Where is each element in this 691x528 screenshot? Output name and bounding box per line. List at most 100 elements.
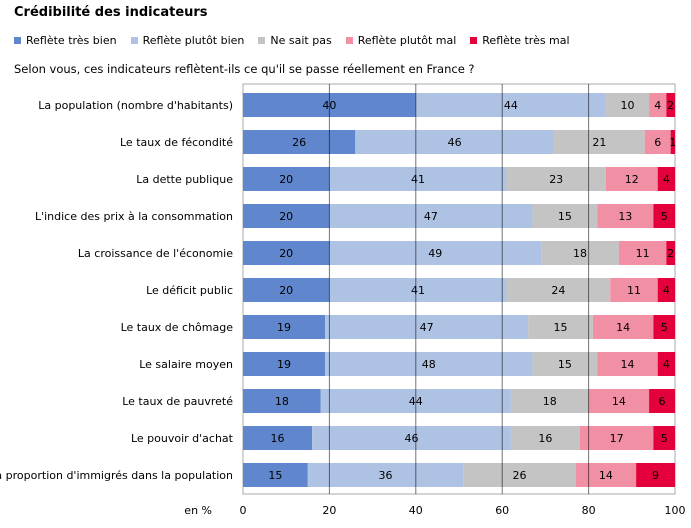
x-axis-label: en % bbox=[184, 504, 212, 517]
bar-segment bbox=[666, 241, 675, 265]
legend-label: Reflète plutôt mal bbox=[357, 34, 457, 47]
legend-item: Reflète plutôt mal bbox=[345, 34, 457, 47]
bar-segment bbox=[657, 352, 675, 376]
data-label: 13 bbox=[618, 210, 632, 223]
bar-segment bbox=[653, 315, 675, 339]
data-label: 21 bbox=[592, 136, 606, 149]
legend-label: Reflète plutôt bien bbox=[142, 34, 245, 47]
data-label: 15 bbox=[268, 469, 282, 482]
bar-segment bbox=[657, 278, 675, 302]
bar-segment bbox=[618, 241, 667, 265]
data-label: 46 bbox=[448, 136, 462, 149]
data-label: 17 bbox=[610, 432, 624, 445]
x-tick-label: 0 bbox=[240, 504, 247, 517]
bar-segment bbox=[243, 130, 356, 154]
data-label: 19 bbox=[277, 358, 291, 371]
data-label: 20 bbox=[279, 247, 293, 260]
bar-segment bbox=[532, 204, 598, 228]
data-label: 41 bbox=[411, 284, 425, 297]
data-label: 9 bbox=[652, 469, 659, 482]
data-label: 47 bbox=[424, 210, 438, 223]
bar-segment bbox=[243, 463, 308, 487]
legend-swatch bbox=[258, 37, 266, 44]
bar-segment bbox=[657, 167, 675, 191]
data-label: 4 bbox=[663, 173, 670, 186]
data-label: 24 bbox=[551, 284, 565, 297]
data-label: 10 bbox=[620, 99, 634, 112]
data-label: 5 bbox=[661, 432, 668, 445]
bar-segment bbox=[575, 463, 637, 487]
legend-swatch bbox=[14, 37, 21, 44]
bar-segment bbox=[243, 278, 330, 302]
data-label: 48 bbox=[422, 358, 436, 371]
legend-swatch bbox=[470, 37, 478, 44]
data-label: 4 bbox=[654, 99, 661, 112]
data-label: 11 bbox=[627, 284, 641, 297]
category-label: Le salaire moyen bbox=[139, 358, 233, 371]
x-tick-label: 60 bbox=[495, 504, 509, 517]
bar-segment bbox=[510, 426, 580, 450]
legend-swatch bbox=[130, 37, 138, 44]
chart-title: Crédibilité des indicateurs bbox=[14, 5, 208, 20]
bar-segment bbox=[670, 130, 675, 154]
legend-label: Reflète très bien bbox=[26, 34, 117, 47]
legend-label: Reflète très mal bbox=[482, 34, 570, 47]
legend-item: Reflète plutôt bien bbox=[130, 34, 245, 47]
data-label: 4 bbox=[663, 284, 670, 297]
bar-segment bbox=[329, 167, 507, 191]
bar-segment bbox=[329, 278, 507, 302]
category-label: Le taux de chômage bbox=[121, 321, 234, 334]
bar-segment bbox=[649, 93, 667, 117]
data-label: 6 bbox=[654, 136, 661, 149]
category-label: La population (nombre d'habitants) bbox=[38, 99, 233, 112]
category-label: La dette publique bbox=[136, 173, 233, 186]
data-label: 19 bbox=[277, 321, 291, 334]
category-label: Le pouvoir d'achat bbox=[131, 432, 234, 445]
bar-segment bbox=[415, 93, 606, 117]
bar-segment bbox=[610, 278, 658, 302]
bar-segment bbox=[592, 315, 654, 339]
legend: Reflète très bien Reflète plutôt bien Ne s… bbox=[14, 34, 584, 47]
data-label: 16 bbox=[538, 432, 552, 445]
bar-segment bbox=[243, 241, 330, 265]
bar-segment bbox=[307, 463, 464, 487]
bar-segment bbox=[554, 130, 645, 154]
legend-label: Ne sait pas bbox=[270, 34, 332, 47]
bar-segment bbox=[579, 426, 654, 450]
data-label: 18 bbox=[543, 395, 557, 408]
legend-swatch bbox=[345, 37, 353, 44]
data-label: 15 bbox=[554, 321, 568, 334]
bar-segment bbox=[588, 389, 650, 413]
data-label: 26 bbox=[512, 469, 526, 482]
data-label: 49 bbox=[428, 247, 442, 260]
data-label: 14 bbox=[599, 469, 613, 482]
data-label: 23 bbox=[549, 173, 563, 186]
data-label: 16 bbox=[271, 432, 285, 445]
data-label: 14 bbox=[612, 395, 626, 408]
x-tick-label: 20 bbox=[322, 504, 336, 517]
data-label: 20 bbox=[279, 173, 293, 186]
data-label: 15 bbox=[558, 358, 572, 371]
data-label: 20 bbox=[279, 210, 293, 223]
data-label: 26 bbox=[292, 136, 306, 149]
bar-segment bbox=[605, 167, 658, 191]
legend-item: Ne sait pas bbox=[258, 34, 332, 47]
bar-segment bbox=[243, 315, 326, 339]
data-label: 5 bbox=[661, 210, 668, 223]
category-label: L'indice des prix à la consommation bbox=[35, 210, 233, 223]
data-label: 5 bbox=[661, 321, 668, 334]
bar-segment bbox=[243, 204, 330, 228]
category-label: Le taux de fécondité bbox=[120, 136, 233, 149]
x-tick-label: 100 bbox=[665, 504, 686, 517]
data-label: 36 bbox=[379, 469, 393, 482]
bar-segment bbox=[597, 352, 658, 376]
data-label: 2 bbox=[667, 99, 674, 112]
chart-subtitle: Selon vous, ces indicateurs reflètent-il… bbox=[14, 62, 475, 76]
bar-segment bbox=[636, 463, 675, 487]
data-label: 18 bbox=[573, 247, 587, 260]
bar-segment bbox=[605, 93, 650, 117]
bar-segment bbox=[541, 241, 619, 265]
bar-segment bbox=[329, 241, 542, 265]
